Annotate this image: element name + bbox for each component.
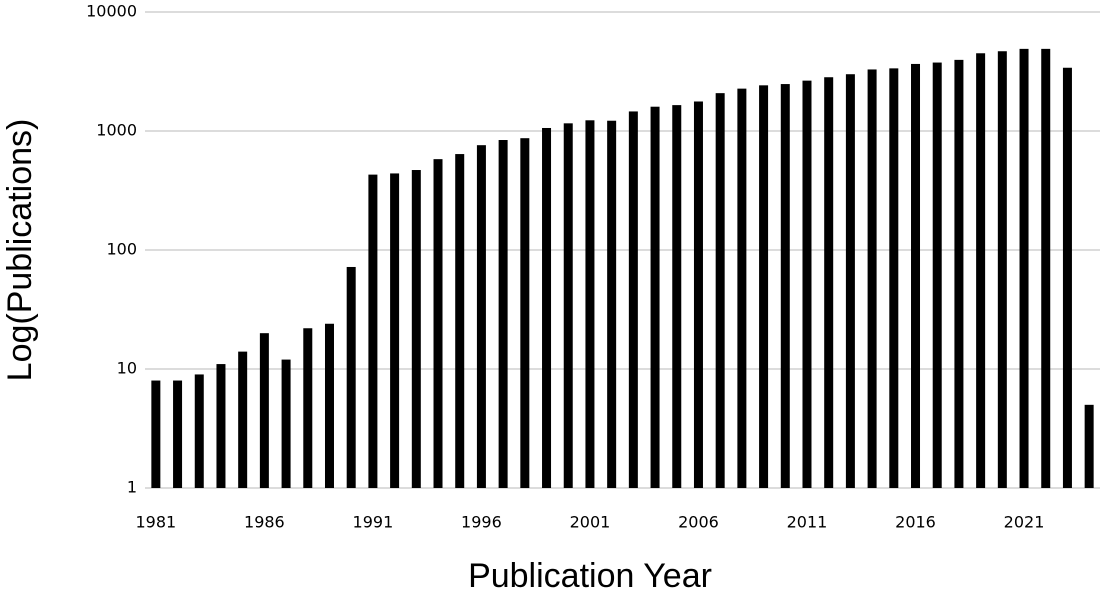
bar: [911, 63, 921, 489]
bar: [737, 88, 747, 488]
bar: [194, 374, 204, 488]
bar: [997, 51, 1007, 488]
x-tick-label: 2001: [570, 513, 611, 532]
bar: [542, 127, 552, 489]
bar: [780, 84, 790, 489]
bar: [889, 68, 899, 488]
x-axis-title: Publication Year: [468, 557, 712, 594]
bar: [476, 145, 486, 489]
bar: [1041, 48, 1051, 488]
bar: [346, 266, 356, 488]
x-tick-label: 2006: [678, 513, 719, 532]
bar: [845, 74, 855, 489]
bar: [498, 140, 508, 489]
bar: [216, 364, 226, 488]
x-tick-label: 1986: [244, 513, 285, 532]
x-tick-label: 2021: [1004, 513, 1045, 532]
y-axis-title: Log(Publications): [1, 119, 39, 382]
bar: [824, 77, 834, 488]
bar: [1062, 67, 1072, 489]
y-tick-label: 1000: [96, 121, 137, 140]
bar: [1084, 404, 1094, 488]
bar: [411, 170, 421, 488]
bar: [672, 105, 682, 488]
y-tick-label: 10000: [86, 2, 137, 21]
bar: [976, 53, 986, 489]
bar: [455, 154, 465, 489]
bar: [324, 323, 334, 488]
bar: [390, 173, 400, 488]
bar: [628, 111, 638, 488]
bar: [151, 380, 161, 488]
x-tick-label: 2016: [895, 513, 936, 532]
bar: [693, 101, 703, 488]
y-tick-label: 100: [106, 240, 137, 259]
y-tick-label: 10: [117, 359, 137, 378]
bar: [173, 380, 183, 488]
bar: [607, 120, 617, 489]
bar: [932, 62, 942, 489]
bar: [1019, 48, 1029, 488]
bar: [954, 59, 964, 489]
bar: [563, 123, 573, 488]
bar: [303, 328, 313, 488]
bar: [802, 80, 812, 489]
x-tick-label: 1991: [353, 513, 394, 532]
bar: [238, 351, 248, 488]
bar: [867, 69, 877, 489]
bar: [715, 93, 725, 489]
bar: [433, 159, 443, 488]
bar: [520, 138, 530, 488]
y-tick-label: 1: [127, 478, 137, 497]
bar: [368, 174, 378, 488]
bar: [650, 106, 660, 489]
bar: [585, 120, 595, 488]
bar: [281, 359, 291, 488]
x-tick-label: 1981: [135, 513, 176, 532]
x-tick-label: 1996: [461, 513, 502, 532]
x-tick-label: 2011: [787, 513, 828, 532]
bar: [759, 85, 769, 488]
bar: [259, 333, 269, 488]
